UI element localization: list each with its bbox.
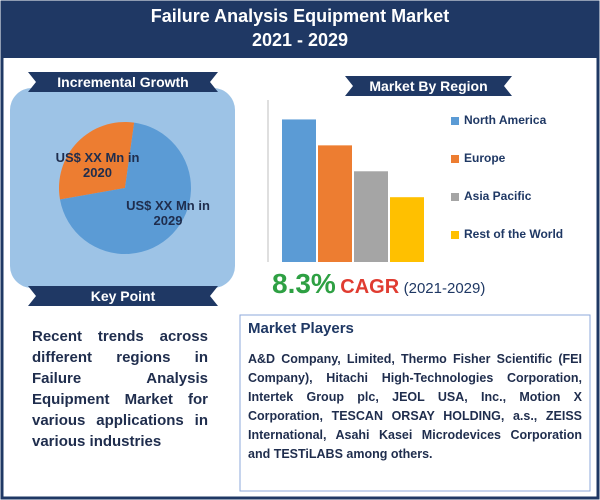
cagr-value: 8.3% [272, 268, 336, 299]
keypoint-text: Recent trends across different regions i… [32, 328, 208, 450]
pie-slice [60, 122, 192, 255]
legend-swatch [451, 117, 459, 125]
legend-label: Rest of the World [464, 227, 564, 241]
cagr: 8.3% CAGR (2021-2029) [272, 268, 485, 300]
bar [282, 119, 316, 262]
players-box [239, 314, 591, 492]
region-banner [345, 76, 512, 96]
bar [390, 197, 424, 262]
bar [318, 145, 352, 262]
title: Failure Analysis Equipment Market [150, 6, 450, 26]
legend-swatch [451, 193, 459, 201]
legend-swatch [451, 155, 459, 163]
players-text: A&D Company, Limited, Thermo Fisher Scie… [248, 352, 582, 461]
title-bar [2, 2, 598, 58]
cagr-label: CAGR [340, 276, 400, 298]
cagr-period: (2021-2029) [403, 280, 486, 297]
keypoint-heading: Key Point [90, 288, 156, 304]
region-heading: Market By Region [369, 78, 488, 94]
growth-heading: Incremental Growth [57, 74, 189, 90]
pie-label: US$ XX Mn in 2029 [126, 198, 210, 228]
legend-label: North America [464, 113, 547, 127]
legend-label: Asia Pacific [464, 189, 532, 203]
legend-label: Europe [464, 151, 506, 165]
subtitle: 2021 - 2029 [251, 30, 349, 50]
pie-slice [59, 122, 135, 200]
legend-swatch [451, 231, 459, 239]
players-heading: Market Players [248, 320, 354, 337]
pie-label: US$ XX Mn in 2020 [55, 150, 140, 180]
growth-banner [28, 72, 218, 92]
bar [354, 171, 388, 262]
keypoint-banner [28, 286, 218, 306]
